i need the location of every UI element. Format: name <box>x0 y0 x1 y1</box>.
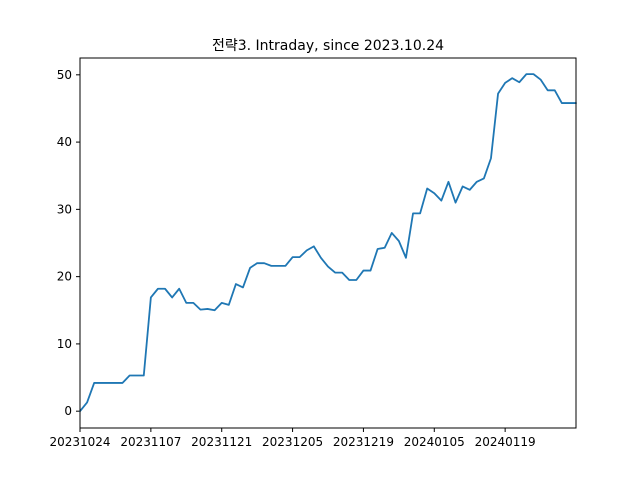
x-tick-label: 20231024 <box>49 435 110 449</box>
chart-title: 전략3. Intraday, since 2023.10.24 <box>212 38 444 54</box>
y-tick-label: 10 <box>57 337 72 351</box>
x-tick-label: 20231107 <box>120 435 181 449</box>
y-tick-label: 20 <box>57 270 72 284</box>
plot-frame <box>79 57 577 429</box>
x-axis: 20231024 20231107 20231121 20231205 20231219… <box>49 428 536 449</box>
x-tick-label: 20231121 <box>191 435 252 449</box>
y-tick-label: 30 <box>57 202 72 216</box>
x-tick-label: 20231219 <box>333 435 394 449</box>
series-line <box>79 73 577 413</box>
y-tick-label: 40 <box>57 135 72 149</box>
x-tick-label: 20231205 <box>262 435 323 449</box>
x-tick-label: 20240105 <box>404 435 465 449</box>
y-axis: 0 10 20 30 40 50 <box>57 68 80 418</box>
x-tick-label: 20240119 <box>475 435 536 449</box>
y-tick-label: 0 <box>64 404 72 418</box>
y-tick-label: 50 <box>57 68 72 82</box>
